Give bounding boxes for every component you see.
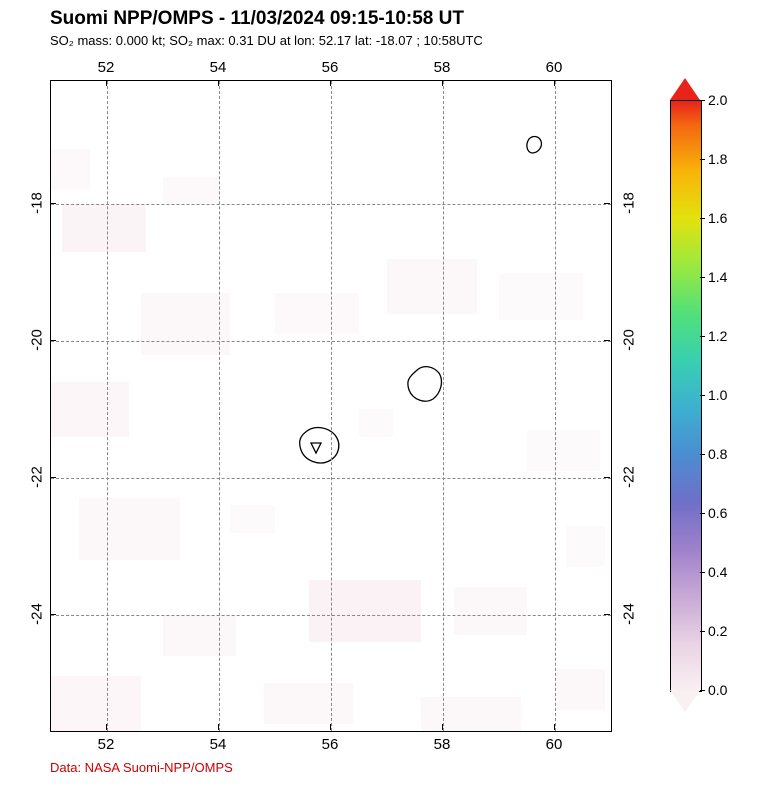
colorbar-tick-mark [700,572,705,573]
y-tick-label-left: -24 [28,603,45,625]
colorbar-tick-label: 0.4 [708,564,727,580]
data-credit: Data: NASA Suomi-NPP/OMPS [50,760,233,775]
colorbar-tick-mark [700,277,705,278]
y-tick-label-left: -22 [28,466,45,488]
so2-data-cell [454,587,527,635]
island-rodrigues [527,137,542,153]
so2-data-cell [264,683,354,724]
so2-data-cell [163,177,219,204]
x-tick-label-top: 56 [322,59,339,76]
gridline-vertical [107,81,108,731]
tick-mark [106,724,107,730]
colorbar-tick-mark [700,690,705,691]
tick-mark [604,614,610,615]
y-tick-label-left: -20 [28,329,45,351]
tick-mark [442,724,443,730]
so2-data-cell [51,676,141,731]
so2-data-cell [527,430,600,471]
so2-data-cell [62,204,146,252]
so2-data-cell [387,259,477,314]
so2-data-cell [51,382,129,437]
colorbar-tick-mark [700,100,705,101]
gridline-vertical [219,81,220,731]
gridline-horizontal [51,204,611,205]
colorbar-under-arrow-icon [670,690,700,712]
gridline-vertical [555,81,556,731]
colorbar [670,100,700,690]
so2-data-cell [163,615,236,656]
x-tick-label-bottom: 54 [210,736,227,753]
island-mauritius [408,367,442,402]
x-tick-label-top: 60 [546,59,563,76]
gridline-horizontal [51,478,611,479]
so2-data-cell [309,580,421,642]
tick-mark [218,80,219,86]
colorbar-tick-label: 2.0 [708,92,727,108]
colorbar-tick-mark [700,454,705,455]
so2-data-cell [359,409,393,436]
x-tick-label-top: 52 [98,59,115,76]
tick-mark [50,340,56,341]
tick-mark [50,614,56,615]
colorbar-tick-label: 0.0 [708,682,727,698]
so2-data-cell [230,505,275,532]
colorbar-tick-label: 0.6 [708,505,727,521]
colorbar-tick-mark [700,218,705,219]
x-tick-label-bottom: 52 [98,736,115,753]
colorbar-tick-label: 0.2 [708,623,727,639]
colorbar-tick-label: 1.2 [708,328,727,344]
y-tick-label-right: -20 [620,329,637,351]
tick-mark [106,80,107,86]
colorbar-tick-label: 1.0 [708,387,727,403]
so2-data-cell [141,293,231,355]
gridline-vertical [443,81,444,731]
colorbar-tick-label: 1.6 [708,210,727,226]
tick-mark [554,724,555,730]
tick-mark [50,477,56,478]
gridline-vertical [331,81,332,731]
tick-mark [554,80,555,86]
so2-data-cell [499,273,583,321]
colorbar-over-arrow-icon [670,78,700,100]
x-tick-label-top: 54 [210,59,227,76]
so2-data-cell [555,669,605,710]
tick-mark [330,724,331,730]
colorbar-tick-label: 1.8 [708,151,727,167]
tick-mark [604,203,610,204]
so2-data-cell [566,526,605,567]
tick-mark [218,724,219,730]
x-tick-label-bottom: 58 [434,736,451,753]
gridline-horizontal [51,341,611,342]
tick-mark [604,340,610,341]
x-tick-label-top: 58 [434,59,451,76]
tick-mark [442,80,443,86]
map-plot-area [50,80,612,732]
tick-mark [330,80,331,86]
y-tick-label-right: -22 [620,466,637,488]
colorbar-tick-label: 1.4 [708,269,727,285]
tick-mark [50,203,56,204]
colorbar-tick-mark [700,336,705,337]
gridline-horizontal [51,615,611,616]
colorbar-tick-mark [700,395,705,396]
chart-subtitle: SO₂ mass: 0.000 kt; SO₂ max: 0.31 DU at … [50,33,483,48]
tick-mark [604,477,610,478]
colorbar-tick-mark [700,631,705,632]
so2-data-cell [421,697,522,731]
island-reunion [300,428,339,463]
x-tick-label-bottom: 60 [546,736,563,753]
x-tick-label-bottom: 56 [322,736,339,753]
colorbar-tick-mark [700,513,705,514]
chart-title: Suomi NPP/OMPS - 11/03/2024 09:15-10:58 … [50,8,464,30]
y-tick-label-right: -18 [620,192,637,214]
colorbar-tick-label: 0.8 [708,446,727,462]
y-tick-label-left: -18 [28,192,45,214]
so2-data-cell [79,498,180,560]
so2-data-cell [51,149,90,190]
so2-data-cell [275,293,359,334]
colorbar-tick-mark [700,159,705,160]
y-tick-label-right: -24 [620,603,637,625]
